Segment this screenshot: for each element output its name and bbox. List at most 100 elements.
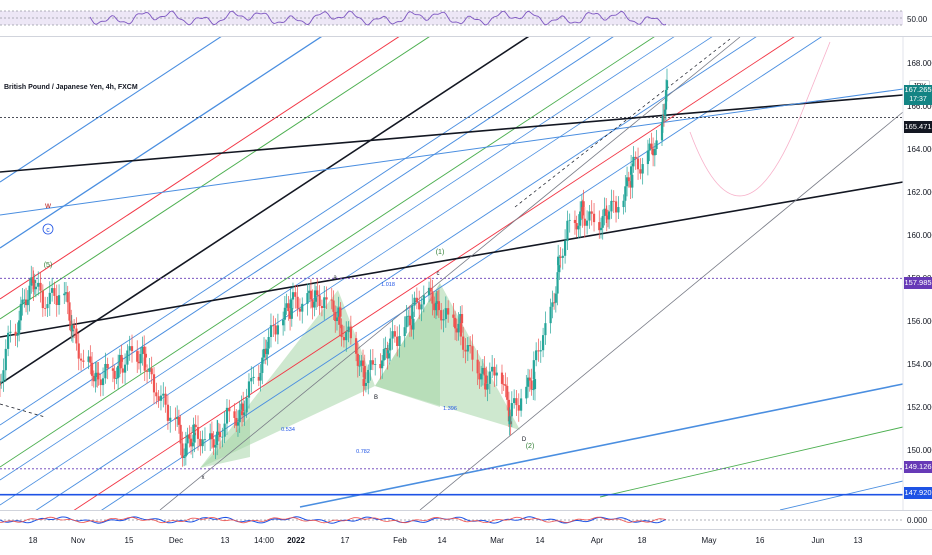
time-axis-label: Apr	[591, 536, 604, 545]
pane-separator[interactable]	[0, 510, 932, 511]
candle-body	[568, 219, 571, 221]
candle-body	[371, 360, 374, 365]
candle-body	[455, 328, 458, 333]
fib-channel-line-11	[5, 0, 851, 555]
ratio-label-1018: 1.018	[381, 282, 395, 288]
candle-body	[361, 360, 365, 366]
candle-body	[225, 407, 229, 424]
candle-body	[7, 332, 10, 349]
candle-body	[632, 156, 635, 167]
candle-body	[259, 372, 262, 381]
oscillator-svg: 0.000	[0, 516, 928, 525]
candle-body	[573, 219, 577, 224]
candle-body	[382, 349, 385, 361]
candle-body	[194, 424, 197, 428]
candle-body	[653, 149, 656, 156]
candle-body	[71, 329, 75, 332]
candle-body	[257, 376, 260, 381]
candle-body	[636, 158, 640, 170]
candle-body	[272, 325, 275, 327]
candle-body	[99, 379, 102, 386]
candle-body	[123, 364, 127, 373]
candle-body	[216, 431, 219, 435]
candle-body	[431, 291, 434, 304]
candle-body	[412, 318, 415, 330]
candle-body	[14, 331, 17, 336]
fib-line-lower-green	[599, 426, 904, 498]
candle-body	[413, 297, 416, 306]
candle-body	[2, 370, 5, 382]
candle-body	[63, 293, 66, 296]
trendline-upper-black	[0, 94, 904, 173]
candle-body	[176, 416, 179, 419]
fib-channel-line-8	[0, 0, 731, 481]
pattern-point-a: a	[333, 275, 337, 281]
candle-body	[442, 319, 445, 321]
candle-body	[549, 306, 552, 324]
candle-body	[21, 299, 24, 304]
candle-body	[398, 336, 401, 347]
candle-body	[466, 345, 469, 352]
rsi-pane[interactable]: 50.00	[0, 0, 932, 36]
candle-body	[95, 372, 98, 377]
fib-channel-line-1	[0, 0, 379, 249]
candle-body	[579, 211, 582, 226]
candle-body	[169, 417, 172, 421]
candle-body	[128, 346, 131, 351]
candle-body	[325, 297, 328, 300]
candle-body	[537, 350, 540, 352]
candle-body	[476, 359, 479, 374]
candle-body	[481, 367, 484, 374]
candle-body	[363, 365, 366, 380]
candle-body	[144, 353, 148, 358]
candle-body	[387, 353, 391, 359]
candle-body	[491, 366, 494, 372]
candle-body	[544, 323, 547, 336]
pane-separator[interactable]	[0, 36, 932, 37]
rsi-level-label: 50.00	[907, 15, 928, 24]
candle-body	[269, 325, 273, 337]
candle-body	[504, 384, 507, 386]
candle-body	[367, 369, 370, 384]
candle-body	[408, 315, 412, 326]
candle-body	[407, 315, 410, 317]
candle-body	[57, 295, 61, 306]
candle-body	[75, 328, 78, 344]
candle-body	[664, 89, 668, 110]
candle-body	[32, 280, 35, 290]
candle-body	[19, 303, 22, 321]
candle-body	[429, 287, 432, 292]
candle-body	[559, 256, 562, 258]
candle-body	[554, 293, 557, 303]
candle-body	[460, 314, 464, 324]
candle-body	[334, 311, 337, 322]
candle-body	[155, 392, 158, 397]
time-axis-label: 18	[29, 536, 38, 545]
candle-body	[157, 396, 160, 401]
candle-body	[294, 292, 297, 297]
fib-channel-line-0	[0, 0, 278, 183]
candle-body	[37, 282, 40, 287]
candle-body	[582, 201, 585, 208]
candle-body	[590, 211, 593, 214]
candle-body	[471, 346, 474, 360]
wave-label-1: (1)	[436, 249, 445, 256]
candle-body	[223, 423, 226, 437]
time-axis[interactable]: 18 Nov 15 Dec 13 14:00 2022 17 Feb 14 Mar 14 Apr 18 Ma…	[0, 530, 932, 550]
candle-body	[24, 299, 28, 306]
candle-body	[164, 393, 167, 405]
candle-body	[0, 381, 3, 383]
oscillator-line-b	[0, 516, 667, 524]
pane-separator[interactable]	[0, 529, 932, 530]
candle-body	[513, 398, 516, 404]
candle-body	[605, 208, 608, 216]
candle-body	[575, 223, 578, 230]
candle-body	[605, 215, 608, 220]
candle-body	[509, 421, 512, 425]
candle-body	[261, 357, 264, 373]
candle-body	[9, 331, 12, 333]
oscillator-pane[interactable]: 0.000	[0, 511, 932, 529]
candle-body	[598, 222, 601, 231]
candle-body	[506, 385, 509, 400]
